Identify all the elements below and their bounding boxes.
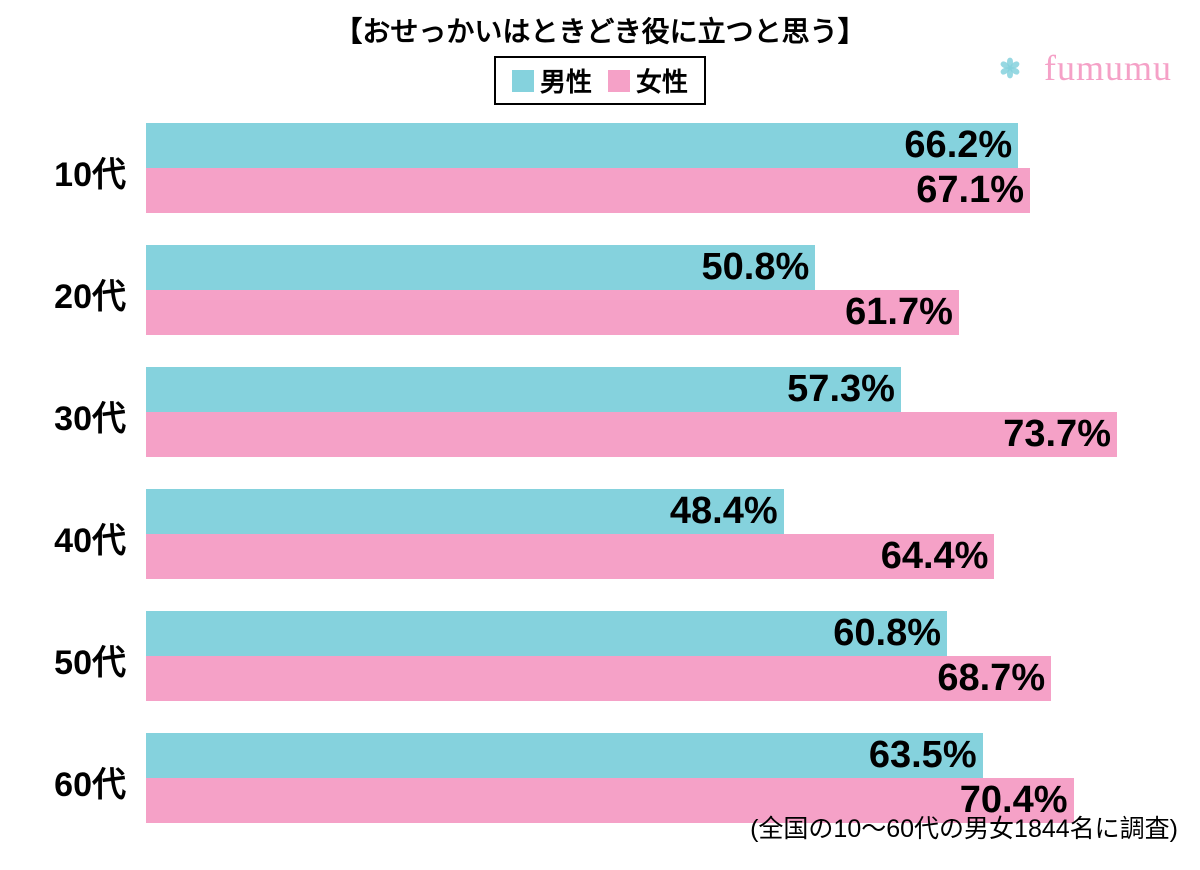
value-30代-男性: 57.3% bbox=[20, 368, 895, 411]
value-20代-男性: 50.8% bbox=[20, 246, 809, 289]
brand-logo: fumumu bbox=[986, 44, 1172, 92]
legend-swatch-male bbox=[512, 70, 534, 92]
value-40代-男性: 48.4% bbox=[20, 490, 778, 533]
value-50代-男性: 60.8% bbox=[20, 612, 941, 655]
value-10代-女性: 67.1% bbox=[20, 169, 1024, 212]
value-20代-女性: 61.7% bbox=[20, 291, 953, 334]
brand-text: fumumu bbox=[1044, 47, 1172, 89]
flower-icon bbox=[986, 44, 1034, 92]
legend-label-male: 男性 bbox=[540, 62, 592, 99]
legend-swatch-female bbox=[608, 70, 630, 92]
value-10代-男性: 66.2% bbox=[20, 124, 1012, 167]
chart-plot: 10代66.2%67.1%20代50.8%61.7%30代57.3%73.7%4… bbox=[20, 123, 1180, 855]
legend-label-female: 女性 bbox=[636, 62, 688, 99]
value-50代-女性: 68.7% bbox=[20, 657, 1045, 700]
value-30代-女性: 73.7% bbox=[20, 413, 1111, 456]
value-40代-女性: 64.4% bbox=[20, 535, 988, 578]
chart-caption: (全国の10〜60代の男女1844名に調査) bbox=[750, 809, 1178, 845]
legend-box: 男性 女性 bbox=[494, 56, 706, 105]
value-60代-男性: 63.5% bbox=[20, 734, 977, 777]
